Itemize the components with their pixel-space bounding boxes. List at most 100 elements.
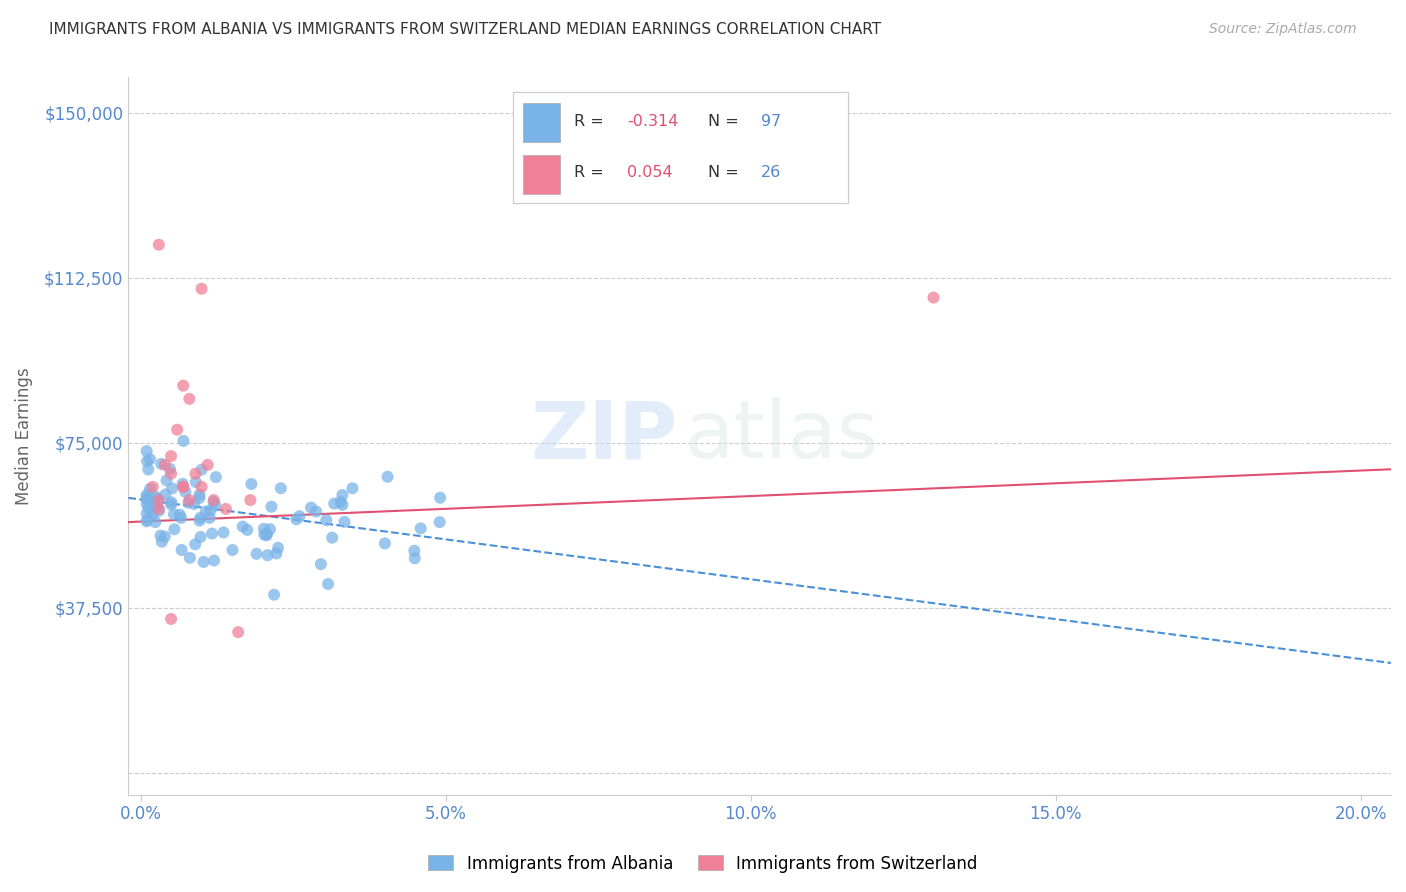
Point: [256, 548, 278, 562]
Point: [160, 482, 183, 496]
Point: [136, 513, 159, 527]
Point: [146, 491, 169, 506]
Point: [254, 528, 277, 542]
Point: [315, 513, 337, 527]
Point: [160, 467, 183, 481]
Point: [226, 625, 249, 640]
Point: [166, 423, 188, 437]
Point: [332, 488, 354, 502]
Point: [404, 551, 426, 566]
Point: [172, 434, 194, 448]
Point: [136, 462, 159, 476]
Point: [240, 477, 263, 491]
Point: [215, 502, 238, 516]
Point: [309, 557, 332, 571]
Point: [212, 525, 235, 540]
Point: [160, 449, 183, 463]
Point: [193, 555, 215, 569]
Point: [260, 500, 283, 514]
Point: [299, 500, 322, 515]
Point: [190, 530, 212, 544]
Text: atlas: atlas: [683, 397, 879, 475]
Point: [139, 452, 162, 467]
Point: [179, 493, 201, 508]
Point: [404, 543, 426, 558]
Point: [141, 504, 163, 518]
Point: [142, 508, 165, 522]
Point: [374, 536, 396, 550]
Point: [342, 481, 364, 495]
Point: [138, 501, 160, 516]
Point: [323, 497, 346, 511]
Point: [172, 378, 194, 392]
Point: [409, 521, 432, 535]
Point: [150, 457, 173, 471]
Point: [202, 495, 225, 509]
Point: [139, 482, 162, 496]
Point: [200, 503, 222, 517]
Point: [153, 530, 176, 544]
Point: [321, 531, 343, 545]
Point: [285, 512, 308, 526]
Point: [194, 504, 217, 518]
Point: [160, 498, 183, 512]
Point: [202, 493, 225, 508]
Point: [155, 474, 177, 488]
Point: [155, 487, 177, 501]
Point: [148, 493, 170, 508]
Point: [184, 467, 207, 481]
Point: [179, 392, 201, 406]
Point: [174, 484, 197, 499]
Point: [202, 553, 225, 567]
Point: [316, 577, 339, 591]
Point: [232, 519, 254, 533]
Point: [267, 541, 290, 555]
Point: [188, 491, 211, 505]
Point: [172, 480, 194, 494]
Point: [259, 522, 281, 536]
Point: [170, 511, 193, 525]
Point: [149, 528, 172, 542]
Point: [377, 469, 399, 483]
Point: [172, 476, 194, 491]
Point: [188, 488, 211, 502]
Point: [256, 527, 278, 541]
Point: [205, 470, 228, 484]
Point: [135, 491, 157, 505]
Point: [333, 515, 356, 529]
Point: [184, 537, 207, 551]
Point: [266, 547, 288, 561]
Point: [135, 507, 157, 521]
Point: [190, 480, 212, 494]
Point: [135, 514, 157, 528]
Point: [160, 495, 183, 509]
Point: [179, 550, 201, 565]
Point: [159, 462, 181, 476]
Point: [288, 509, 311, 524]
Point: [329, 495, 352, 509]
Point: [263, 588, 285, 602]
Point: [160, 612, 183, 626]
Point: [190, 510, 212, 524]
Point: [245, 547, 267, 561]
Point: [143, 515, 166, 529]
Point: [177, 496, 200, 510]
Point: [183, 497, 205, 511]
Y-axis label: Median Earnings: Median Earnings: [15, 368, 32, 505]
Point: [429, 515, 451, 529]
Point: [188, 514, 211, 528]
Point: [172, 480, 194, 494]
Point: [135, 488, 157, 502]
Point: [135, 497, 157, 511]
Point: [198, 511, 221, 525]
Point: [142, 480, 165, 494]
Point: [153, 458, 176, 472]
Point: [163, 508, 186, 522]
Point: [270, 481, 292, 495]
Point: [146, 499, 169, 513]
Point: [922, 291, 945, 305]
Text: Source: ZipAtlas.com: Source: ZipAtlas.com: [1209, 22, 1357, 37]
Point: [429, 491, 451, 505]
Point: [148, 502, 170, 516]
Point: [197, 458, 219, 472]
